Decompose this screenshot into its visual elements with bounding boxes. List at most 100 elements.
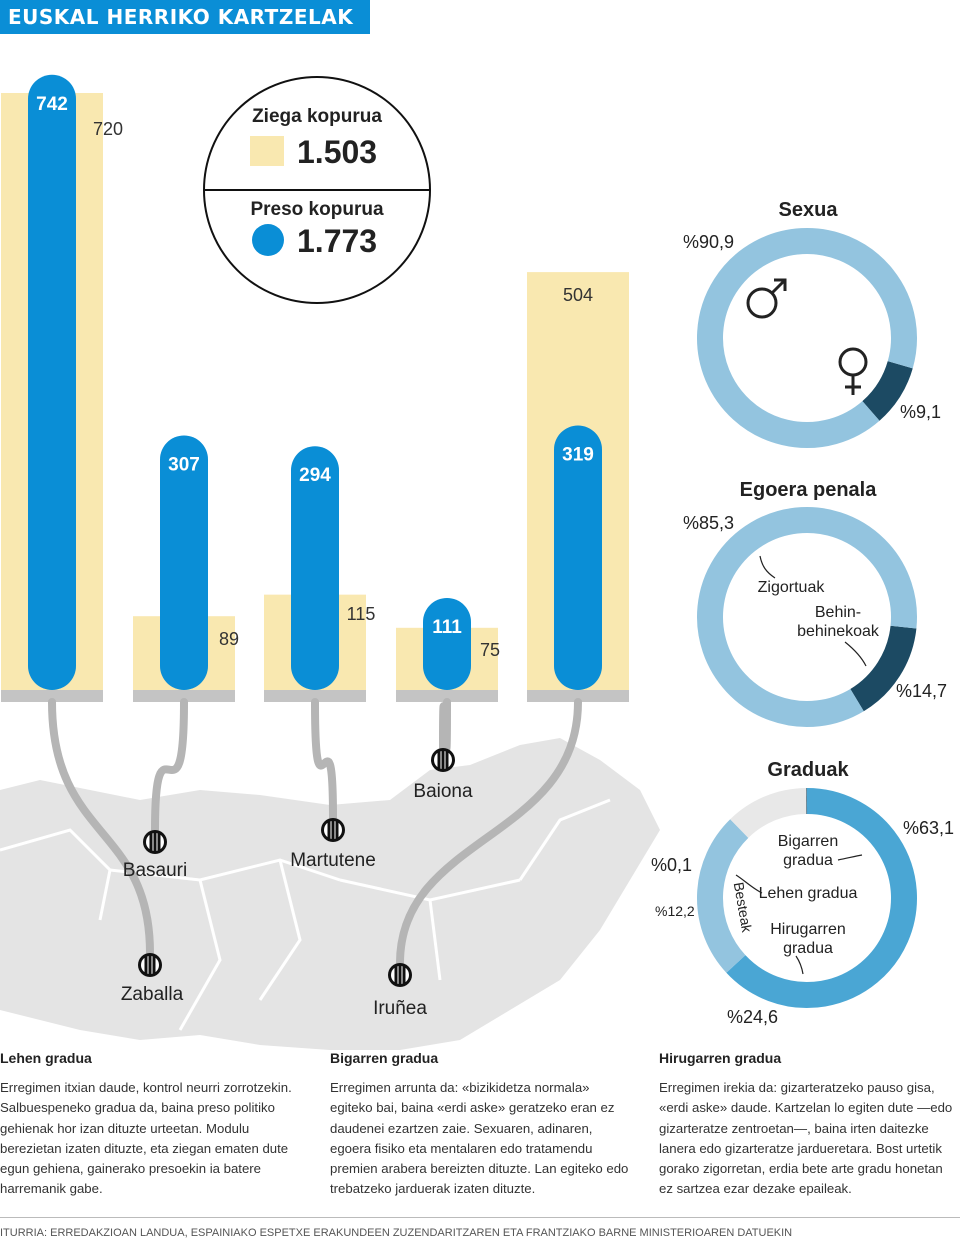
- donut-slice-name: Besteak: [731, 881, 756, 935]
- source-note: ITURRIA: ERREDAKZIOAN LANDUA, ESPAINIAKO…: [0, 1227, 793, 1239]
- cells-value-label: 115: [347, 604, 376, 624]
- donut-slice: [697, 507, 917, 727]
- donut-slice-name: Lehen gradua: [759, 885, 858, 902]
- prison-pin-icon: [143, 830, 167, 854]
- donut-slice-name: behinekoak: [797, 623, 880, 640]
- donut-percent-label: %14,7: [896, 681, 947, 701]
- bar-base: [264, 690, 366, 702]
- prisoners-bar: [423, 597, 471, 690]
- prison-name-label: Iruñea: [373, 998, 427, 1019]
- annotation-arrow: [759, 555, 776, 579]
- prison-name-label: Martutene: [290, 850, 376, 871]
- column-title: Hirugarren gradua: [659, 1050, 782, 1066]
- prisoners-value-label: 294: [299, 465, 331, 486]
- prison-pin-icon: [388, 963, 412, 987]
- donut-slice-name: Zigortuak: [758, 579, 826, 596]
- donut-percent-label: %85,3: [683, 513, 734, 533]
- connector-line: [48, 698, 154, 957]
- column-second-degree: Bigarren gradua Erregimen arrunta da: «b…: [330, 1050, 630, 1200]
- donut-slice: [849, 625, 917, 712]
- cells-value-label: 75: [480, 640, 500, 660]
- legend-cells-label: Ziega kopurua: [252, 106, 382, 127]
- column-first-degree: Lehen gradua Erregimen itxian daude, kon…: [0, 1050, 300, 1200]
- legend-prisoners-label: Preso kopurua: [250, 199, 383, 220]
- cells-value-label: 89: [219, 629, 239, 649]
- legend-cells-swatch: [250, 136, 284, 166]
- donut-slice: [697, 819, 749, 973]
- donut-slice: [730, 788, 807, 839]
- annotation-arrow: [844, 641, 867, 667]
- male-symbol-icon: [746, 278, 787, 319]
- column-third-degree: Hirugarren gradua Erregimen irekia da: g…: [659, 1050, 959, 1200]
- female-symbol-icon: [838, 347, 868, 395]
- legend-cells-total: 1.503: [297, 134, 377, 170]
- map-border: [258, 859, 302, 1001]
- region-map: [0, 738, 660, 1050]
- source-divider: [0, 1217, 960, 1218]
- annotation-arrow: [795, 955, 804, 975]
- prisoners-value-label: 742: [36, 94, 68, 115]
- donut-penal-status: Egoera penala %85,3 %14,7 Zigortuak Behin-be…: [683, 479, 947, 727]
- prisoners-bar: [160, 435, 208, 690]
- annotation-arrow: [837, 854, 863, 861]
- column-text: Erregimen itxian daude, kontrol neurri z…: [0, 1080, 292, 1197]
- donut-slice-name: Behin-: [815, 604, 861, 621]
- donut-slice: [697, 228, 917, 448]
- donut-percent-label: %12,2: [655, 903, 695, 919]
- prisoners-value-label: 319: [562, 444, 594, 465]
- donut-percent-label: %90,9: [683, 232, 734, 252]
- donut-title: Graduak: [767, 759, 849, 781]
- bar-base: [1, 690, 103, 702]
- connector-line: [311, 698, 337, 822]
- connector-line: [439, 698, 451, 754]
- donut-slice-name: gradua: [783, 940, 833, 957]
- donut-slice-name: Bigarren: [778, 833, 838, 850]
- connector-line: [151, 698, 188, 834]
- column-text: Erregimen irekia da: gizarteratzeko paus…: [659, 1080, 953, 1197]
- prisoners-bar: [28, 74, 76, 691]
- donut-title: Sexua: [779, 199, 839, 221]
- prison-pin-icon: [138, 953, 162, 977]
- donut-slice-name: gradua: [783, 852, 833, 869]
- donut-percent-label: %9,1: [900, 402, 941, 422]
- prison-pin-icon: [321, 818, 345, 842]
- bar-base: [527, 690, 629, 702]
- donut-percent-label: %0,1: [651, 855, 692, 875]
- donut-percent-label: %24,6: [727, 1007, 778, 1027]
- donut-slice: [862, 360, 913, 421]
- annotation-arrow: [735, 874, 763, 894]
- bar-base: [133, 690, 235, 702]
- prison-name-label: Zaballa: [121, 984, 184, 1005]
- donut-grades: Graduak %63,1 %24,6 %12,2 %0,1 Bigarren gradua…: [651, 759, 954, 1027]
- map-border: [178, 879, 222, 1031]
- prison-name-label: Baiona: [413, 781, 473, 802]
- column-title: Bigarren gradua: [330, 1050, 439, 1066]
- column-title: Lehen gradua: [0, 1050, 92, 1066]
- donut-title: Egoera penala: [740, 479, 878, 501]
- prisons-infographic: 742 307 294 111 319 720 89 115 75 504 Zaballa Basau…: [0, 74, 954, 1050]
- header-bar: EUSKAL HERRIKO KARTZELAK: [0, 0, 370, 34]
- column-text: Erregimen arrunta da: «bizikidetza norma…: [330, 1080, 629, 1197]
- connector-line: [396, 698, 582, 967]
- donut-percent-label: %63,1: [903, 818, 954, 838]
- prisoners-bar: [554, 425, 602, 690]
- cells-value-label: 504: [563, 285, 593, 305]
- prisoners-value-label: 307: [168, 454, 200, 475]
- map-border: [0, 828, 112, 921]
- bar-base: [396, 690, 498, 702]
- prisoners-bar: [291, 446, 339, 690]
- page-title: EUSKAL HERRIKO KARTZELAK: [8, 5, 354, 29]
- legend-prisoners-swatch: [252, 224, 284, 256]
- legend-prisoners-total: 1.773: [297, 223, 377, 259]
- prison-name-label: Basauri: [123, 860, 187, 881]
- map-shape: [0, 738, 660, 1050]
- donut-slice-name: Hirugarren: [770, 921, 846, 938]
- prison-pin-icon: [431, 748, 455, 772]
- prisoners-value-label: 111: [432, 617, 462, 638]
- legend: Ziega kopurua 1.503 Preso kopurua 1.773: [203, 76, 431, 304]
- cells-value-label: 720: [93, 119, 123, 139]
- donut-slice: [726, 788, 917, 1008]
- map-border: [109, 858, 341, 882]
- map-border: [518, 798, 611, 881]
- map-border: [428, 899, 442, 981]
